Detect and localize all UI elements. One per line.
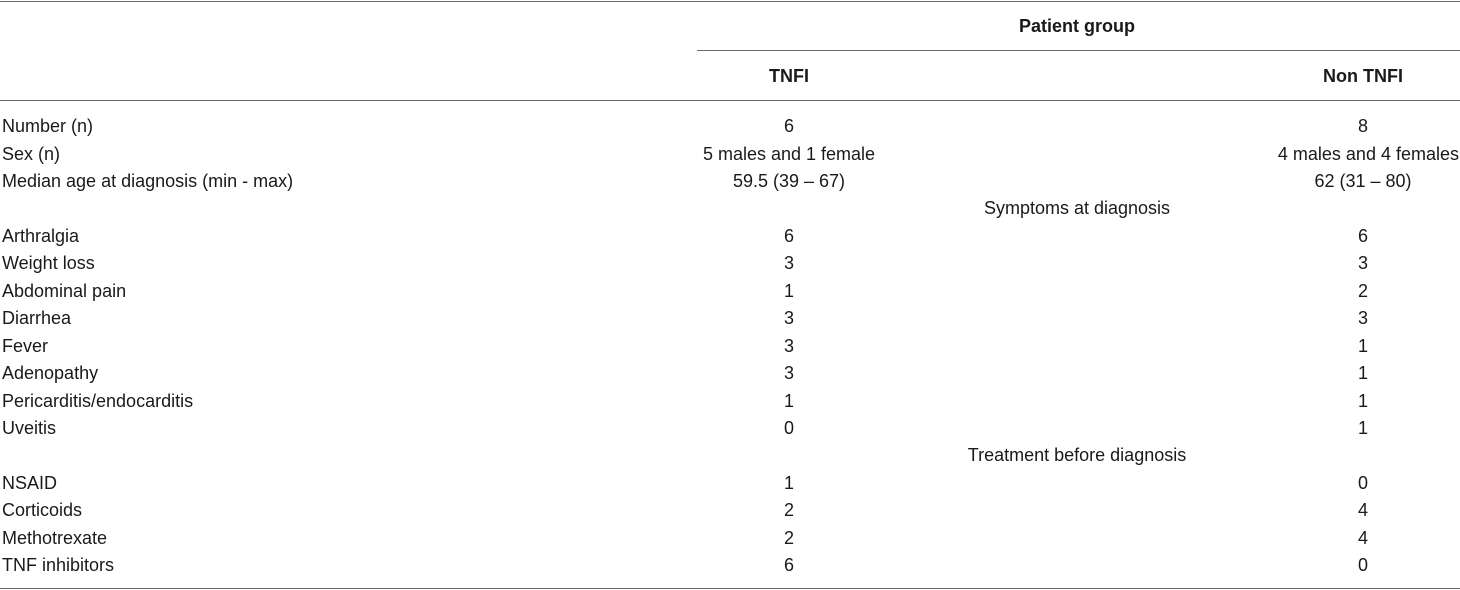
non-tnfi-value: 1: [1357, 363, 1369, 383]
tnfi-value: 6: [783, 226, 795, 246]
table-bottom-rule: [0, 588, 1460, 589]
non-tnfi-value: 4: [1357, 528, 1369, 548]
non-tnfi-value: 0: [1357, 473, 1369, 493]
row-label: Pericarditis/endocarditis: [2, 391, 194, 411]
tnfi-value: 2: [783, 528, 795, 548]
row-label: TNF inhibitors: [2, 555, 115, 575]
tnfi-value: 0: [783, 418, 795, 438]
row-label: Number (n): [2, 116, 94, 136]
non-tnfi-value: 1: [1357, 391, 1369, 411]
row-label: Corticoids: [2, 500, 83, 520]
table-top-rule: [0, 1, 1460, 2]
non-tnfi-value: 62 (31 – 80): [1314, 171, 1412, 191]
patient-group-header: Patient group: [1019, 16, 1135, 36]
non-tnfi-value: 2: [1357, 281, 1369, 301]
tnfi-value: 1: [783, 473, 795, 493]
tnfi-value: 6: [783, 555, 795, 575]
row-label: Methotrexate: [2, 528, 108, 548]
tnfi-value: 3: [783, 336, 795, 356]
tnfi-value: 1: [783, 391, 795, 411]
row-label: Arthralgia: [2, 226, 80, 246]
patient-group-underline: [697, 50, 1460, 51]
header-bottom-rule: [0, 100, 1460, 101]
non-tnfi-value: 1: [1357, 336, 1369, 356]
row-label: NSAID: [2, 473, 58, 493]
tnfi-value: 1: [783, 281, 795, 301]
non-tnfi-value: 4 males and 4 females: [1277, 144, 1459, 164]
tnfi-value: 2: [783, 500, 795, 520]
non-tnfi-value: 1: [1357, 418, 1369, 438]
non-tnfi-value: 3: [1357, 308, 1369, 328]
tnfi-value: 3: [783, 363, 795, 383]
row-label: Adenopathy: [2, 363, 99, 383]
non-tnfi-value: 0: [1357, 555, 1369, 575]
section-treatment-heading: Treatment before diagnosis: [967, 445, 1187, 465]
tnfi-value: 6: [783, 116, 795, 136]
row-label: Uveitis: [2, 418, 57, 438]
row-label: Diarrhea: [2, 308, 72, 328]
tnfi-value: 3: [783, 308, 795, 328]
non-tnfi-value: 3: [1357, 253, 1369, 273]
row-label: Weight loss: [2, 253, 95, 273]
tnfi-value: 3: [783, 253, 795, 273]
tnfi-value: 59.5 (39 – 67): [732, 171, 846, 191]
row-label: Fever: [2, 336, 49, 356]
non-tnfi-value: 8: [1357, 116, 1369, 136]
non-tnfi-value: 4: [1357, 500, 1369, 520]
row-label: Sex (n): [2, 144, 61, 164]
row-label: Median age at diagnosis (min - max): [2, 171, 294, 191]
column-header-tnfi: TNFI: [769, 66, 809, 86]
column-header-non-tnfi: Non TNFI: [1323, 66, 1403, 86]
tnfi-value: 5 males and 1 female: [702, 144, 876, 164]
section-symptoms-heading: Symptoms at diagnosis: [983, 198, 1171, 218]
non-tnfi-value: 6: [1357, 226, 1369, 246]
row-label: Abdominal pain: [2, 281, 127, 301]
